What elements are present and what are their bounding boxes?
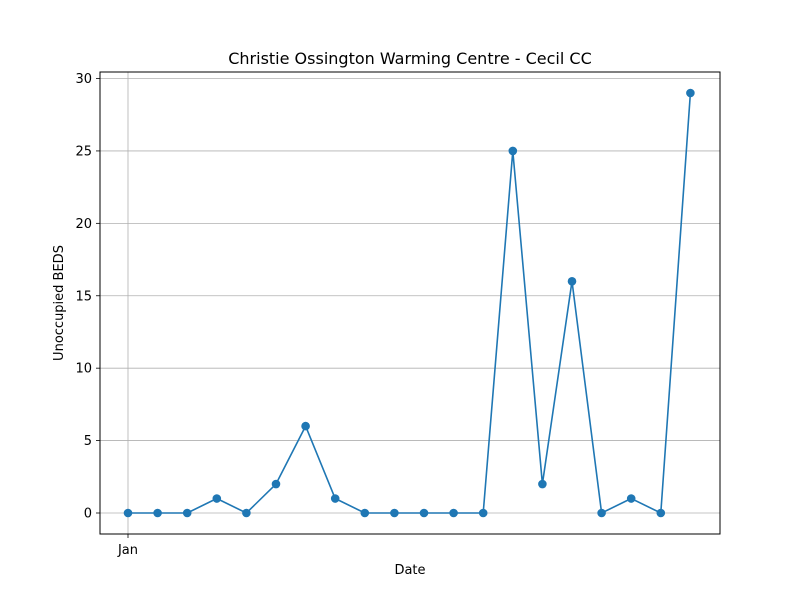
y-tick-label: 10 <box>75 362 92 377</box>
data-point <box>449 508 458 518</box>
data-point <box>508 146 518 156</box>
x-axis: Jan <box>117 534 138 558</box>
data-point <box>686 88 695 98</box>
data-point <box>626 494 636 503</box>
data-point <box>360 508 370 518</box>
series-group <box>123 88 695 518</box>
data-point <box>212 494 222 503</box>
data-point <box>419 508 429 518</box>
y-tick-label: 20 <box>75 217 92 232</box>
y-tick-label: 0 <box>84 507 92 522</box>
series-line <box>128 92 692 514</box>
data-point <box>330 494 340 503</box>
data-point <box>597 508 606 518</box>
data-point <box>538 479 547 489</box>
chart-title: Christie Ossington Warming Centre - Ceci… <box>228 49 592 68</box>
data-point <box>301 421 310 431</box>
data-point <box>242 508 251 518</box>
y-tick-label: 25 <box>75 144 92 159</box>
x-axis-label: Date <box>394 563 425 578</box>
data-point <box>271 479 281 489</box>
grid <box>100 72 720 534</box>
y-axis-label: Unoccupied BEDS <box>52 245 67 361</box>
y-axis: 0 5 10 15 20 25 30 <box>75 72 100 522</box>
y-tick-label: 5 <box>84 434 92 449</box>
y-tick-label: 30 <box>75 72 92 87</box>
data-point <box>153 508 162 518</box>
data-point <box>390 508 399 518</box>
data-point <box>567 276 577 286</box>
data-point <box>123 508 133 518</box>
data-point <box>656 508 666 518</box>
data-point <box>182 508 192 518</box>
plot-frame <box>99 71 721 535</box>
x-tick-label: Jan <box>117 543 138 558</box>
data-point <box>478 508 488 518</box>
y-tick-label: 15 <box>75 289 92 304</box>
